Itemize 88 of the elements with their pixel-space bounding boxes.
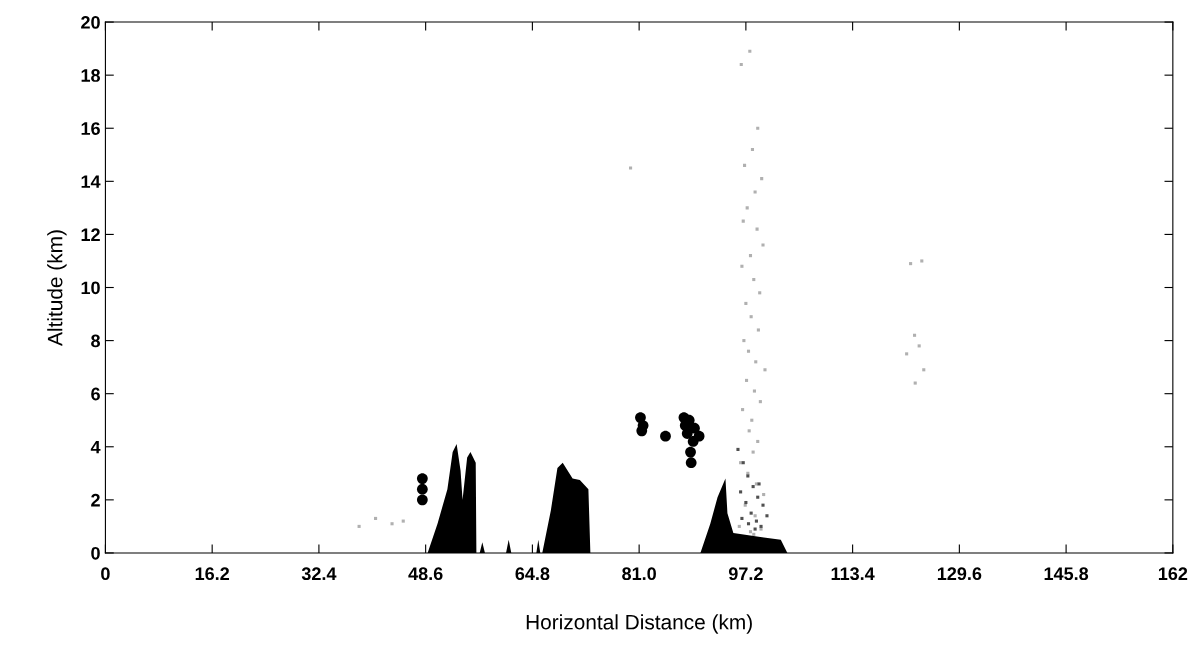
y-axis-title: Altitude (km) [47, 230, 67, 346]
point [763, 368, 767, 372]
point [748, 49, 752, 53]
y-tick-label: 12 [81, 228, 100, 241]
point [746, 522, 751, 526]
point [909, 262, 913, 266]
point [761, 243, 765, 247]
x-tick-label: 113.4 [831, 567, 875, 581]
point [762, 493, 766, 497]
point [416, 473, 428, 484]
point [758, 291, 762, 295]
y-tick-label: 2 [91, 493, 100, 507]
point [758, 400, 762, 404]
point [416, 483, 428, 495]
point [756, 495, 760, 499]
point [744, 301, 748, 305]
x-tick-label: 48.6 [408, 567, 443, 581]
x-tick-label: 81.0 [622, 567, 656, 581]
x-tick-label: 16.2 [195, 567, 230, 581]
point [754, 519, 758, 523]
point [913, 333, 917, 337]
point [905, 352, 909, 356]
point [745, 206, 749, 210]
point [753, 514, 757, 518]
point [357, 524, 361, 528]
point [920, 259, 924, 263]
point [741, 408, 745, 412]
x-tick-label: 97.2 [728, 567, 763, 581]
point [750, 147, 755, 152]
point [736, 447, 740, 451]
point [755, 227, 759, 231]
point [751, 450, 755, 454]
y-tick-label: 4 [90, 440, 101, 454]
y-tick-label: 20 [81, 16, 100, 29]
x-tick-label: 32.4 [301, 567, 337, 581]
y-tick-label: 10 [81, 281, 100, 295]
point [753, 190, 757, 194]
point [740, 264, 744, 268]
point [737, 524, 741, 528]
point [765, 514, 769, 518]
point [739, 62, 743, 67]
y-tick-label: 16 [81, 122, 100, 135]
point [752, 389, 756, 393]
point [743, 163, 747, 167]
point [744, 378, 749, 382]
point [742, 339, 746, 343]
point [922, 368, 926, 372]
point [913, 381, 917, 385]
point [752, 532, 756, 536]
x-tick-label: 162 [1158, 567, 1188, 581]
point [756, 328, 760, 332]
point [390, 522, 394, 526]
point [416, 494, 428, 506]
point [685, 446, 696, 458]
point [756, 126, 760, 130]
point [756, 439, 760, 444]
point [753, 527, 757, 531]
x-tick-label: 145.8 [1044, 567, 1089, 581]
x-axis-title: Horizontal Distance (km) [526, 614, 752, 634]
point [629, 166, 633, 170]
y-tick-label: 8 [91, 334, 101, 348]
point [748, 530, 753, 534]
point [660, 430, 671, 442]
y-tick-label: 14 [81, 175, 101, 188]
point [739, 490, 743, 494]
y-tick-label: 18 [81, 69, 101, 82]
x-tick-label: 0 [101, 567, 110, 581]
point [747, 429, 751, 433]
point [401, 519, 405, 523]
point [685, 457, 697, 469]
point [748, 254, 753, 258]
point [687, 436, 699, 447]
y-tick-label: 0 [91, 546, 100, 560]
point [749, 511, 753, 515]
point [749, 315, 753, 319]
x-tick-label: 64.8 [515, 567, 550, 581]
x-tick-label: 129.6 [937, 567, 982, 581]
point [754, 360, 758, 364]
point [750, 418, 754, 422]
point [761, 503, 765, 507]
y-tick-label: 6 [91, 387, 100, 401]
point [740, 516, 744, 520]
point [374, 516, 378, 520]
point [917, 344, 921, 348]
point [746, 349, 751, 353]
point [741, 219, 745, 223]
point [752, 277, 756, 282]
point [760, 177, 764, 181]
